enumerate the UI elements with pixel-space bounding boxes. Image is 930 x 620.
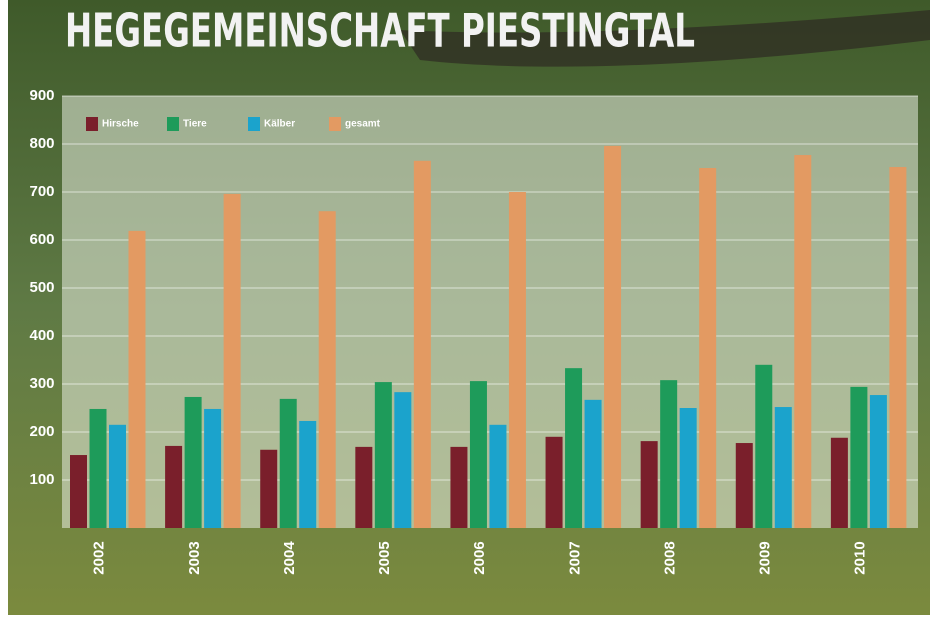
- bar: [699, 168, 716, 528]
- bar: [299, 421, 316, 528]
- bar: [355, 447, 372, 528]
- bar: [680, 408, 697, 528]
- bar: [641, 441, 658, 528]
- chart-title: HEGEGEMEINSCHAFT PIESTINGTAL: [65, 4, 695, 58]
- y-tick-label: 100: [29, 471, 54, 488]
- bar: [660, 380, 677, 528]
- legend-swatch: [86, 117, 98, 131]
- bar: [546, 437, 563, 528]
- x-tick-label: 2003: [186, 541, 203, 574]
- bar: [394, 392, 411, 528]
- y-tick-label: 500: [29, 279, 54, 296]
- bar: [755, 365, 772, 528]
- bar: [129, 231, 146, 528]
- bar: [489, 425, 506, 528]
- y-tick-label: 900: [29, 87, 54, 104]
- legend-label: Tiere: [183, 119, 207, 130]
- x-tick-label: 2008: [661, 541, 678, 574]
- y-tick-label: 300: [29, 375, 54, 392]
- bar: [736, 443, 753, 528]
- x-tick-label: 2004: [281, 541, 298, 575]
- y-tick-label: 700: [29, 183, 54, 200]
- legend-swatch: [329, 117, 341, 131]
- bar: [109, 425, 126, 528]
- bar: [414, 161, 431, 528]
- bar: [204, 409, 221, 528]
- bar: [260, 450, 277, 528]
- bar: [794, 155, 811, 528]
- legend-label: Kälber: [264, 119, 295, 130]
- chart: HEGEGEMEINSCHAFT PIESTINGTAL 100 200 300 40…: [0, 0, 930, 615]
- bar: [450, 447, 467, 528]
- legend-swatch: [167, 117, 179, 131]
- y-tick-label: 800: [29, 135, 54, 152]
- x-tick-label: 2006: [471, 541, 488, 574]
- bar: [870, 395, 887, 528]
- y-tick-label: 200: [29, 423, 54, 440]
- bar: [165, 446, 182, 528]
- bar: [585, 400, 602, 528]
- y-tick-label: 400: [29, 327, 54, 344]
- bar: [319, 211, 336, 528]
- x-tick-label: 2002: [91, 541, 108, 574]
- bar: [70, 455, 87, 528]
- bar: [185, 397, 202, 528]
- legend-label: gesamt: [345, 119, 381, 130]
- x-tick-label: 2010: [852, 541, 869, 574]
- bar: [775, 407, 792, 528]
- bar: [565, 368, 582, 528]
- bar: [90, 409, 107, 528]
- bar: [224, 194, 241, 528]
- bar: [831, 438, 848, 528]
- bar: [509, 192, 526, 528]
- x-tick-label: 2005: [376, 541, 393, 574]
- bar: [375, 382, 392, 528]
- legend-swatch: [248, 117, 260, 131]
- bar: [280, 399, 297, 528]
- page: {"chart_data": {"type": "bar", "title": …: [0, 0, 930, 615]
- x-tick-label: 2007: [566, 541, 583, 574]
- legend-label: Hirsche: [102, 119, 139, 130]
- bar: [470, 381, 487, 528]
- bar: [604, 146, 621, 528]
- y-tick-label: 600: [29, 231, 54, 248]
- bar: [850, 387, 867, 528]
- x-tick-label: 2009: [756, 541, 773, 574]
- bar: [889, 167, 906, 528]
